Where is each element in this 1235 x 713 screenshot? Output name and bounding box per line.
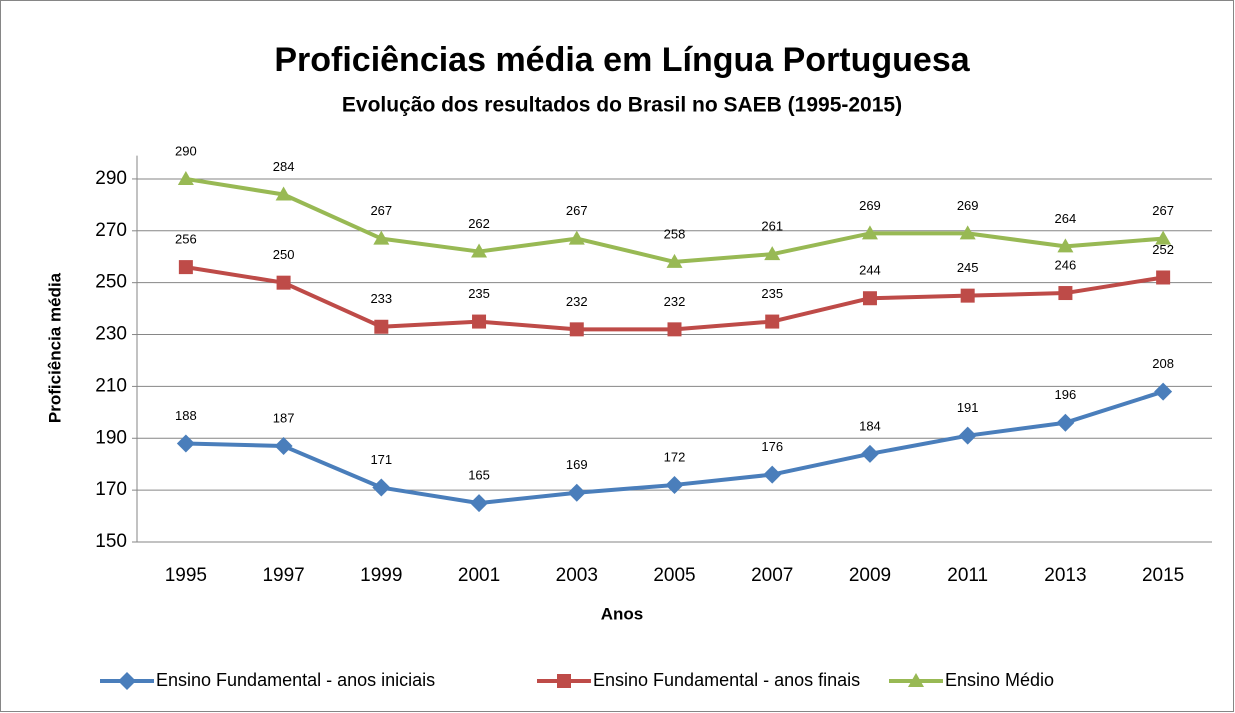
chart-subtitle: Evolução dos resultados do Brasil no SAE… xyxy=(342,94,902,117)
data-label: 187 xyxy=(273,410,295,425)
data-label: 252 xyxy=(1152,242,1174,257)
x-tick-label: 2001 xyxy=(458,565,500,586)
data-label: 235 xyxy=(468,286,490,301)
legend-marker xyxy=(557,674,571,688)
data-label: 256 xyxy=(175,232,197,247)
data-label: 208 xyxy=(1152,356,1174,371)
x-tick-label: 2005 xyxy=(653,565,695,586)
x-tick-label: 2013 xyxy=(1044,565,1086,586)
data-label: 165 xyxy=(468,468,490,483)
data-label: 244 xyxy=(859,263,881,278)
y-tick-label: 190 xyxy=(95,427,127,448)
legend-label: Ensino Médio xyxy=(945,670,1054,690)
y-tick-label: 250 xyxy=(95,272,127,293)
data-point xyxy=(276,275,291,290)
data-label: 191 xyxy=(957,400,979,415)
data-label: 169 xyxy=(566,457,588,472)
data-point xyxy=(471,243,488,258)
x-tick-label: 1997 xyxy=(262,565,304,586)
data-label: 176 xyxy=(761,439,783,454)
data-point xyxy=(176,434,195,453)
data-label: 246 xyxy=(1055,257,1077,272)
data-point xyxy=(374,319,389,334)
data-point xyxy=(1156,270,1171,285)
data-label: 269 xyxy=(859,198,881,213)
y-tick-label: 230 xyxy=(95,324,127,345)
legend-label: Ensino Fundamental - anos iniciais xyxy=(156,670,435,690)
data-point xyxy=(667,322,682,337)
data-label: 250 xyxy=(273,247,295,262)
data-point xyxy=(960,288,975,303)
data-label: 261 xyxy=(761,219,783,234)
data-point xyxy=(373,230,390,245)
data-label: 232 xyxy=(566,294,588,309)
data-label: 235 xyxy=(761,286,783,301)
data-point xyxy=(275,186,292,201)
data-label: 196 xyxy=(1055,387,1077,402)
y-tick-label: 290 xyxy=(95,168,127,189)
data-label: 267 xyxy=(1152,203,1174,218)
legend-label: Ensino Fundamental - anos finais xyxy=(593,670,860,690)
x-tick-label: 1995 xyxy=(165,565,207,586)
data-label: 232 xyxy=(664,294,686,309)
data-point xyxy=(764,246,781,261)
x-axis-label: Anos xyxy=(601,604,644,623)
data-point xyxy=(177,170,194,185)
data-point xyxy=(860,444,879,463)
data-point xyxy=(1058,286,1073,301)
data-point xyxy=(665,475,684,494)
x-tick-label: 2003 xyxy=(556,565,598,586)
x-tick-label: 2009 xyxy=(849,565,891,586)
data-point xyxy=(1154,382,1173,401)
data-point xyxy=(862,291,877,306)
legend-marker xyxy=(118,672,136,690)
data-label: 267 xyxy=(566,203,588,218)
y-tick-label: 210 xyxy=(95,375,127,396)
data-label: 245 xyxy=(957,260,979,275)
data-point xyxy=(567,483,586,502)
x-tick-label: 2015 xyxy=(1142,565,1184,586)
data-label: 258 xyxy=(664,226,686,241)
x-tick-label: 2007 xyxy=(751,565,793,586)
y-axis-label: Proficiência média xyxy=(45,272,64,423)
data-point xyxy=(763,465,782,484)
data-point xyxy=(861,225,878,240)
chart-title: Proficiências média em Língua Portuguesa xyxy=(274,41,970,79)
data-point xyxy=(274,437,293,456)
data-label: 262 xyxy=(468,216,490,231)
data-point xyxy=(178,260,193,275)
data-label: 264 xyxy=(1055,211,1077,226)
y-tick-label: 170 xyxy=(95,479,127,500)
data-label: 290 xyxy=(175,143,197,158)
data-point xyxy=(372,478,391,497)
data-point xyxy=(1155,230,1172,245)
data-label: 267 xyxy=(370,203,392,218)
data-label: 184 xyxy=(859,418,881,433)
data-point xyxy=(568,230,585,245)
data-point xyxy=(959,225,976,240)
data-label: 171 xyxy=(370,452,392,467)
data-point xyxy=(1056,413,1075,432)
data-point xyxy=(470,494,489,513)
data-point xyxy=(472,314,487,329)
x-tick-label: 1999 xyxy=(360,565,402,586)
data-label: 188 xyxy=(175,408,197,423)
data-label: 233 xyxy=(370,291,392,306)
y-tick-label: 270 xyxy=(95,220,127,241)
data-point xyxy=(1057,238,1074,253)
data-label: 284 xyxy=(273,159,295,174)
data-point xyxy=(958,426,977,445)
data-point xyxy=(765,314,780,329)
data-label: 172 xyxy=(664,449,686,464)
data-label: 269 xyxy=(957,198,979,213)
x-tick-label: 2011 xyxy=(947,565,988,586)
data-point xyxy=(666,253,683,268)
legend-marker xyxy=(908,673,924,687)
y-tick-label: 150 xyxy=(95,531,127,552)
data-point xyxy=(569,322,584,337)
